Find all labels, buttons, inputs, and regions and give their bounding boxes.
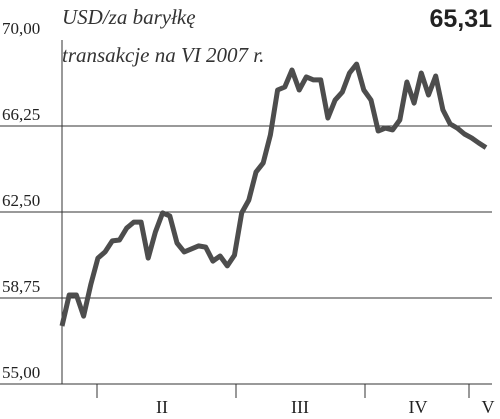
chart-subtitle: transakcje na VI 2007 r.	[62, 43, 264, 67]
y-tick-label: 55,00	[2, 363, 40, 382]
month-ticks	[96, 384, 470, 398]
y-tick-label: 62,50	[2, 191, 40, 210]
line	[59, 61, 488, 327]
headline-value: 65,31	[429, 5, 492, 33]
x-tick-label: IV	[409, 397, 428, 417]
y-tick-label: 58,75	[2, 277, 40, 296]
chart-title: USD/za baryłkę	[62, 5, 196, 29]
x-tick-label: V	[482, 397, 495, 417]
x-tick-label: III	[291, 397, 309, 417]
y-tick-label: 70,00	[2, 19, 40, 38]
x-tick-label: II	[156, 397, 168, 417]
y-tick-label: 66,25	[2, 105, 40, 124]
